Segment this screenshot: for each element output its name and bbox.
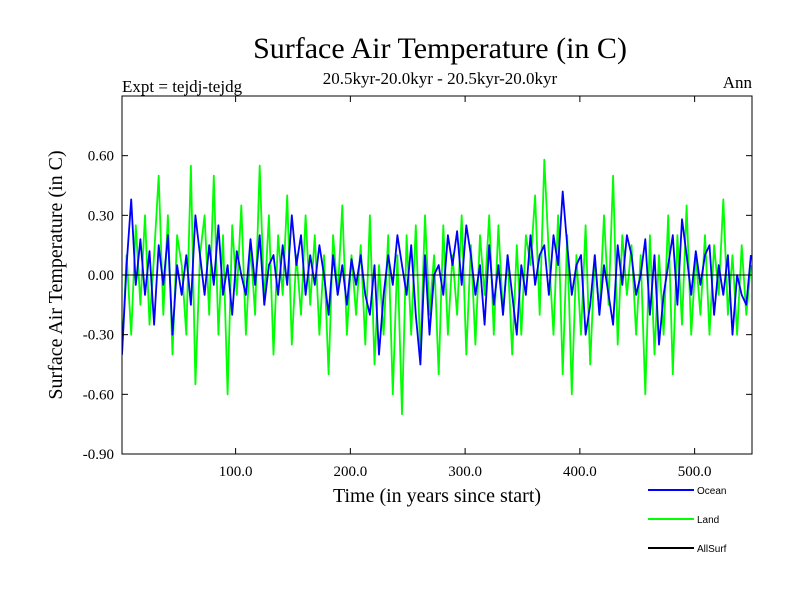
y-tick-label-0: -0.90 xyxy=(83,447,114,463)
series-layer xyxy=(122,158,752,416)
x-tick-label-1: 200.0 xyxy=(333,464,367,480)
series-line-ocean xyxy=(122,190,752,366)
legend-label-ocean: Ocean xyxy=(697,486,726,497)
legend-label-land: Land xyxy=(697,515,719,526)
legend: Ocean Land AllSurf xyxy=(648,486,727,555)
y-tick-label-3: 0.00 xyxy=(88,268,114,284)
chart-title: Surface Air Temperature (in C) xyxy=(253,32,627,65)
x-tick-label-2: 300.0 xyxy=(448,464,482,480)
y-tick-label-1: -0.60 xyxy=(83,387,114,403)
x-tick-label-3: 400.0 xyxy=(563,464,597,480)
season-label: Ann xyxy=(723,73,753,92)
experiment-label: Expt = tejdj-tejdg xyxy=(122,77,243,96)
x-tick-label-0: 100.0 xyxy=(219,464,253,480)
y-axis-ticks: -0.90 -0.60 -0.30 0.00 0.30 0.60 xyxy=(83,149,752,463)
x-axis-ticks: 100.0 200.0 300.0 400.0 500.0 xyxy=(219,96,712,480)
chart-subtitle: 20.5kyr-20.0kyr - 20.5kyr-20.0kyr xyxy=(323,69,558,88)
y-axis-label: Surface Air Temperature (in C) xyxy=(45,150,67,399)
y-tick-label-2: -0.30 xyxy=(83,328,114,344)
x-tick-label-4: 500.0 xyxy=(678,464,712,480)
series-line-land xyxy=(122,158,752,416)
legend-label-allsurf: AllSurf xyxy=(697,544,727,555)
y-tick-label-4: 0.30 xyxy=(88,208,114,224)
plot-area xyxy=(121,95,753,455)
y-tick-label-5: 0.60 xyxy=(88,149,114,165)
x-axis-label: Time (in years since start) xyxy=(333,485,541,507)
